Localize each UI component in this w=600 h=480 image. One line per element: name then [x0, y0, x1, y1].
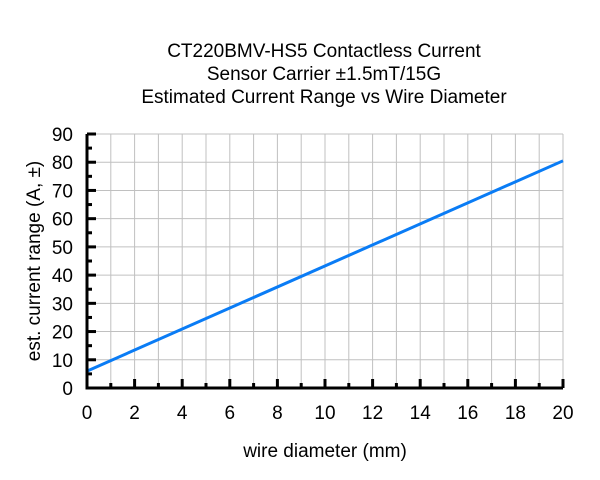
series-line	[86, 159, 564, 373]
title-line: Sensor Carrier ±1.5mT/15G	[207, 64, 441, 85]
x-tick-label: 6	[225, 403, 236, 424]
y-tick-label: 80	[52, 153, 73, 174]
x-tick-label: 16	[457, 403, 478, 424]
y-tick-label: 40	[52, 266, 73, 287]
x-tick-label: 12	[362, 403, 383, 424]
y-tick-label: 0	[62, 379, 73, 400]
y-tick-label: 50	[52, 238, 73, 259]
y-tick-label: 30	[52, 294, 73, 315]
y-tick-label: 10	[52, 351, 73, 372]
y-tick-label: 70	[52, 181, 73, 202]
y-axis-label: est. current range (A, ±)	[24, 161, 45, 362]
x-tick-label: 14	[410, 403, 432, 424]
series	[86, 159, 564, 373]
x-tick-label: 18	[505, 403, 526, 424]
x-tick-label: 2	[129, 403, 140, 424]
tick-labels: 0 2 4 6 8 10 12 14 16 18 20 0 10 20 30 40 50 60 70 80 90	[52, 125, 574, 424]
title-line: CT220BMV-HS5 Contactless Current	[167, 41, 481, 62]
y-tick-label: 20	[52, 323, 73, 344]
x-axis-label: wire diameter (mm)	[242, 441, 407, 462]
y-tick-label: 60	[52, 210, 73, 231]
title-line: Estimated Current Range vs Wire Diameter	[141, 87, 507, 108]
x-tick-label: 20	[552, 403, 573, 424]
x-tick-label: 0	[82, 403, 93, 424]
y-tick-label: 90	[52, 125, 73, 146]
axes	[85, 132, 565, 390]
x-tick-label: 8	[272, 403, 283, 424]
x-tick-label: 10	[314, 403, 335, 424]
grid	[86, 133, 564, 389]
x-tick-label: 4	[177, 403, 188, 424]
